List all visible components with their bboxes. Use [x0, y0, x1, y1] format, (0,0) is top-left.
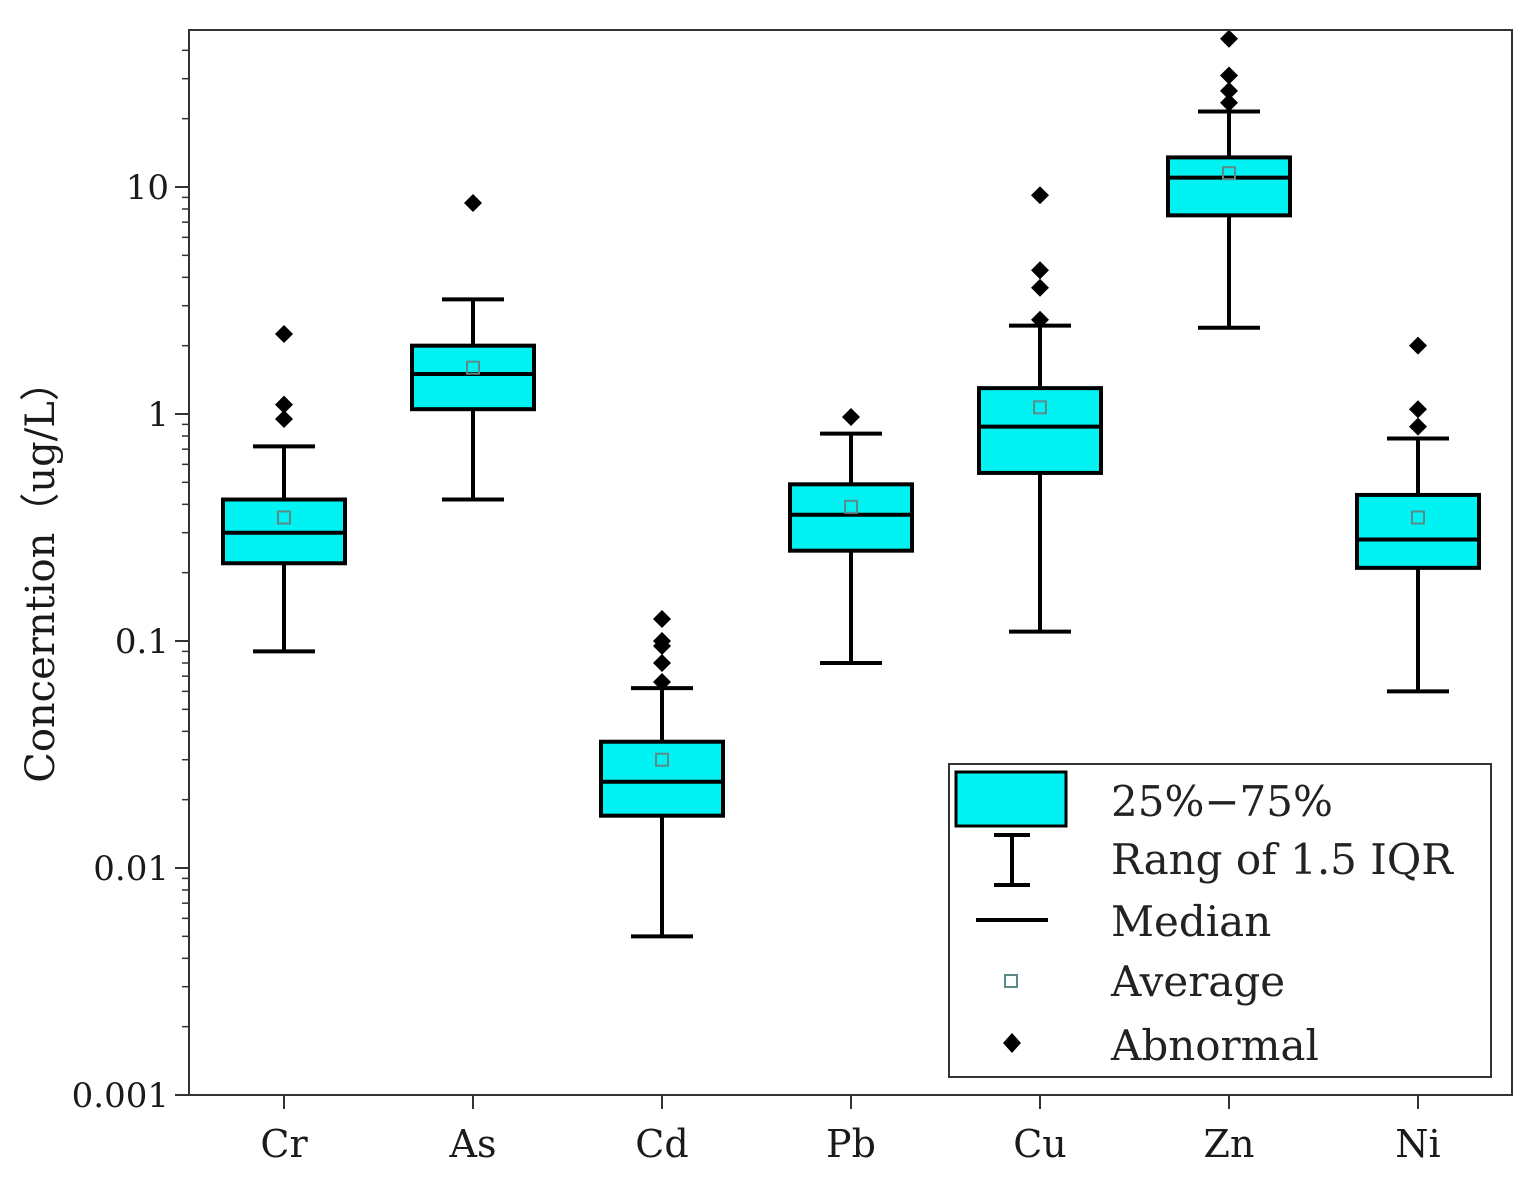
outlier-point — [1220, 81, 1238, 100]
box-group-cr — [221, 325, 347, 654]
outlier-point — [1220, 66, 1238, 85]
legend-mean-swatch — [1004, 974, 1018, 988]
y-tick-label: 10 — [126, 168, 169, 208]
boxes-layer — [221, 29, 1481, 939]
y-tick-label: 0.001 — [72, 1076, 169, 1116]
legend: 25%−75% Rang of 1.5 IQR Median Average A… — [948, 763, 1492, 1078]
mean-marker — [844, 499, 858, 514]
legend-label-median: Median — [1111, 897, 1271, 946]
iqr-box — [788, 482, 914, 553]
outlier-point — [275, 410, 293, 429]
box-group-ni — [1355, 336, 1481, 694]
x-tick-label: Cr — [260, 1122, 308, 1166]
iqr-box — [977, 386, 1103, 475]
outlier-point — [653, 632, 671, 650]
mean-marker — [655, 752, 669, 767]
mean-marker — [466, 360, 480, 375]
legend-whisker-swatch — [994, 833, 1030, 887]
outlier-point — [1220, 93, 1238, 112]
box-group-pb — [788, 408, 914, 665]
x-tick-label: Cu — [1013, 1122, 1067, 1166]
x-tick-label: Pb — [826, 1122, 876, 1166]
outlier-point — [1409, 417, 1427, 436]
outlier-point — [842, 408, 860, 427]
x-tick-label: Ni — [1395, 1122, 1440, 1166]
outlier-point — [653, 610, 671, 629]
box-group-cd — [599, 610, 725, 939]
legend-outlier-swatch — [1003, 1033, 1021, 1053]
iqr-box — [410, 343, 536, 412]
x-tick-label: Cd — [635, 1122, 688, 1166]
outlier-point — [1220, 29, 1238, 48]
y-tick-label: 1 — [147, 395, 169, 435]
box-group-as — [410, 194, 536, 502]
outlier-point — [1031, 278, 1049, 297]
outlier-point — [1031, 310, 1049, 329]
legend-label-mean: Average — [1110, 957, 1285, 1006]
outlier-point — [464, 194, 482, 213]
x-tick-label: As — [449, 1122, 497, 1166]
axis-layer: 0.001 0.01 0.1 1 10 Cr As Cd Pb Cu Zn Ni — [72, 49, 1441, 1166]
legend-box-swatch — [954, 770, 1068, 828]
outlier-point — [1409, 336, 1427, 355]
outlier-point — [653, 653, 671, 672]
y-tick-label: 0.01 — [93, 849, 169, 889]
mean-marker — [1222, 166, 1236, 181]
outlier-point — [1031, 186, 1049, 205]
outlier-point — [1409, 400, 1427, 419]
outlier-point — [1031, 261, 1049, 280]
outlier-point — [275, 325, 293, 344]
box-group-cu — [977, 186, 1103, 634]
outlier-point — [275, 395, 293, 414]
box-group-zn — [1166, 29, 1292, 330]
mean-marker — [1411, 510, 1425, 525]
legend-label-whisker: Rang of 1.5 IQR — [1111, 835, 1454, 884]
legend-label-box: 25%−75% — [1111, 777, 1333, 826]
y-tick-label: 0.1 — [115, 622, 169, 662]
mean-marker — [277, 510, 291, 525]
iqr-box — [1166, 155, 1292, 218]
mean-marker — [1033, 400, 1047, 415]
iqr-box — [1355, 492, 1481, 570]
x-tick-label: Zn — [1204, 1122, 1255, 1166]
y-axis-title: Concerntion（ug/L） — [18, 361, 64, 783]
legend-label-outlier: Abnormal — [1110, 1021, 1319, 1070]
outlier-point — [653, 672, 671, 691]
